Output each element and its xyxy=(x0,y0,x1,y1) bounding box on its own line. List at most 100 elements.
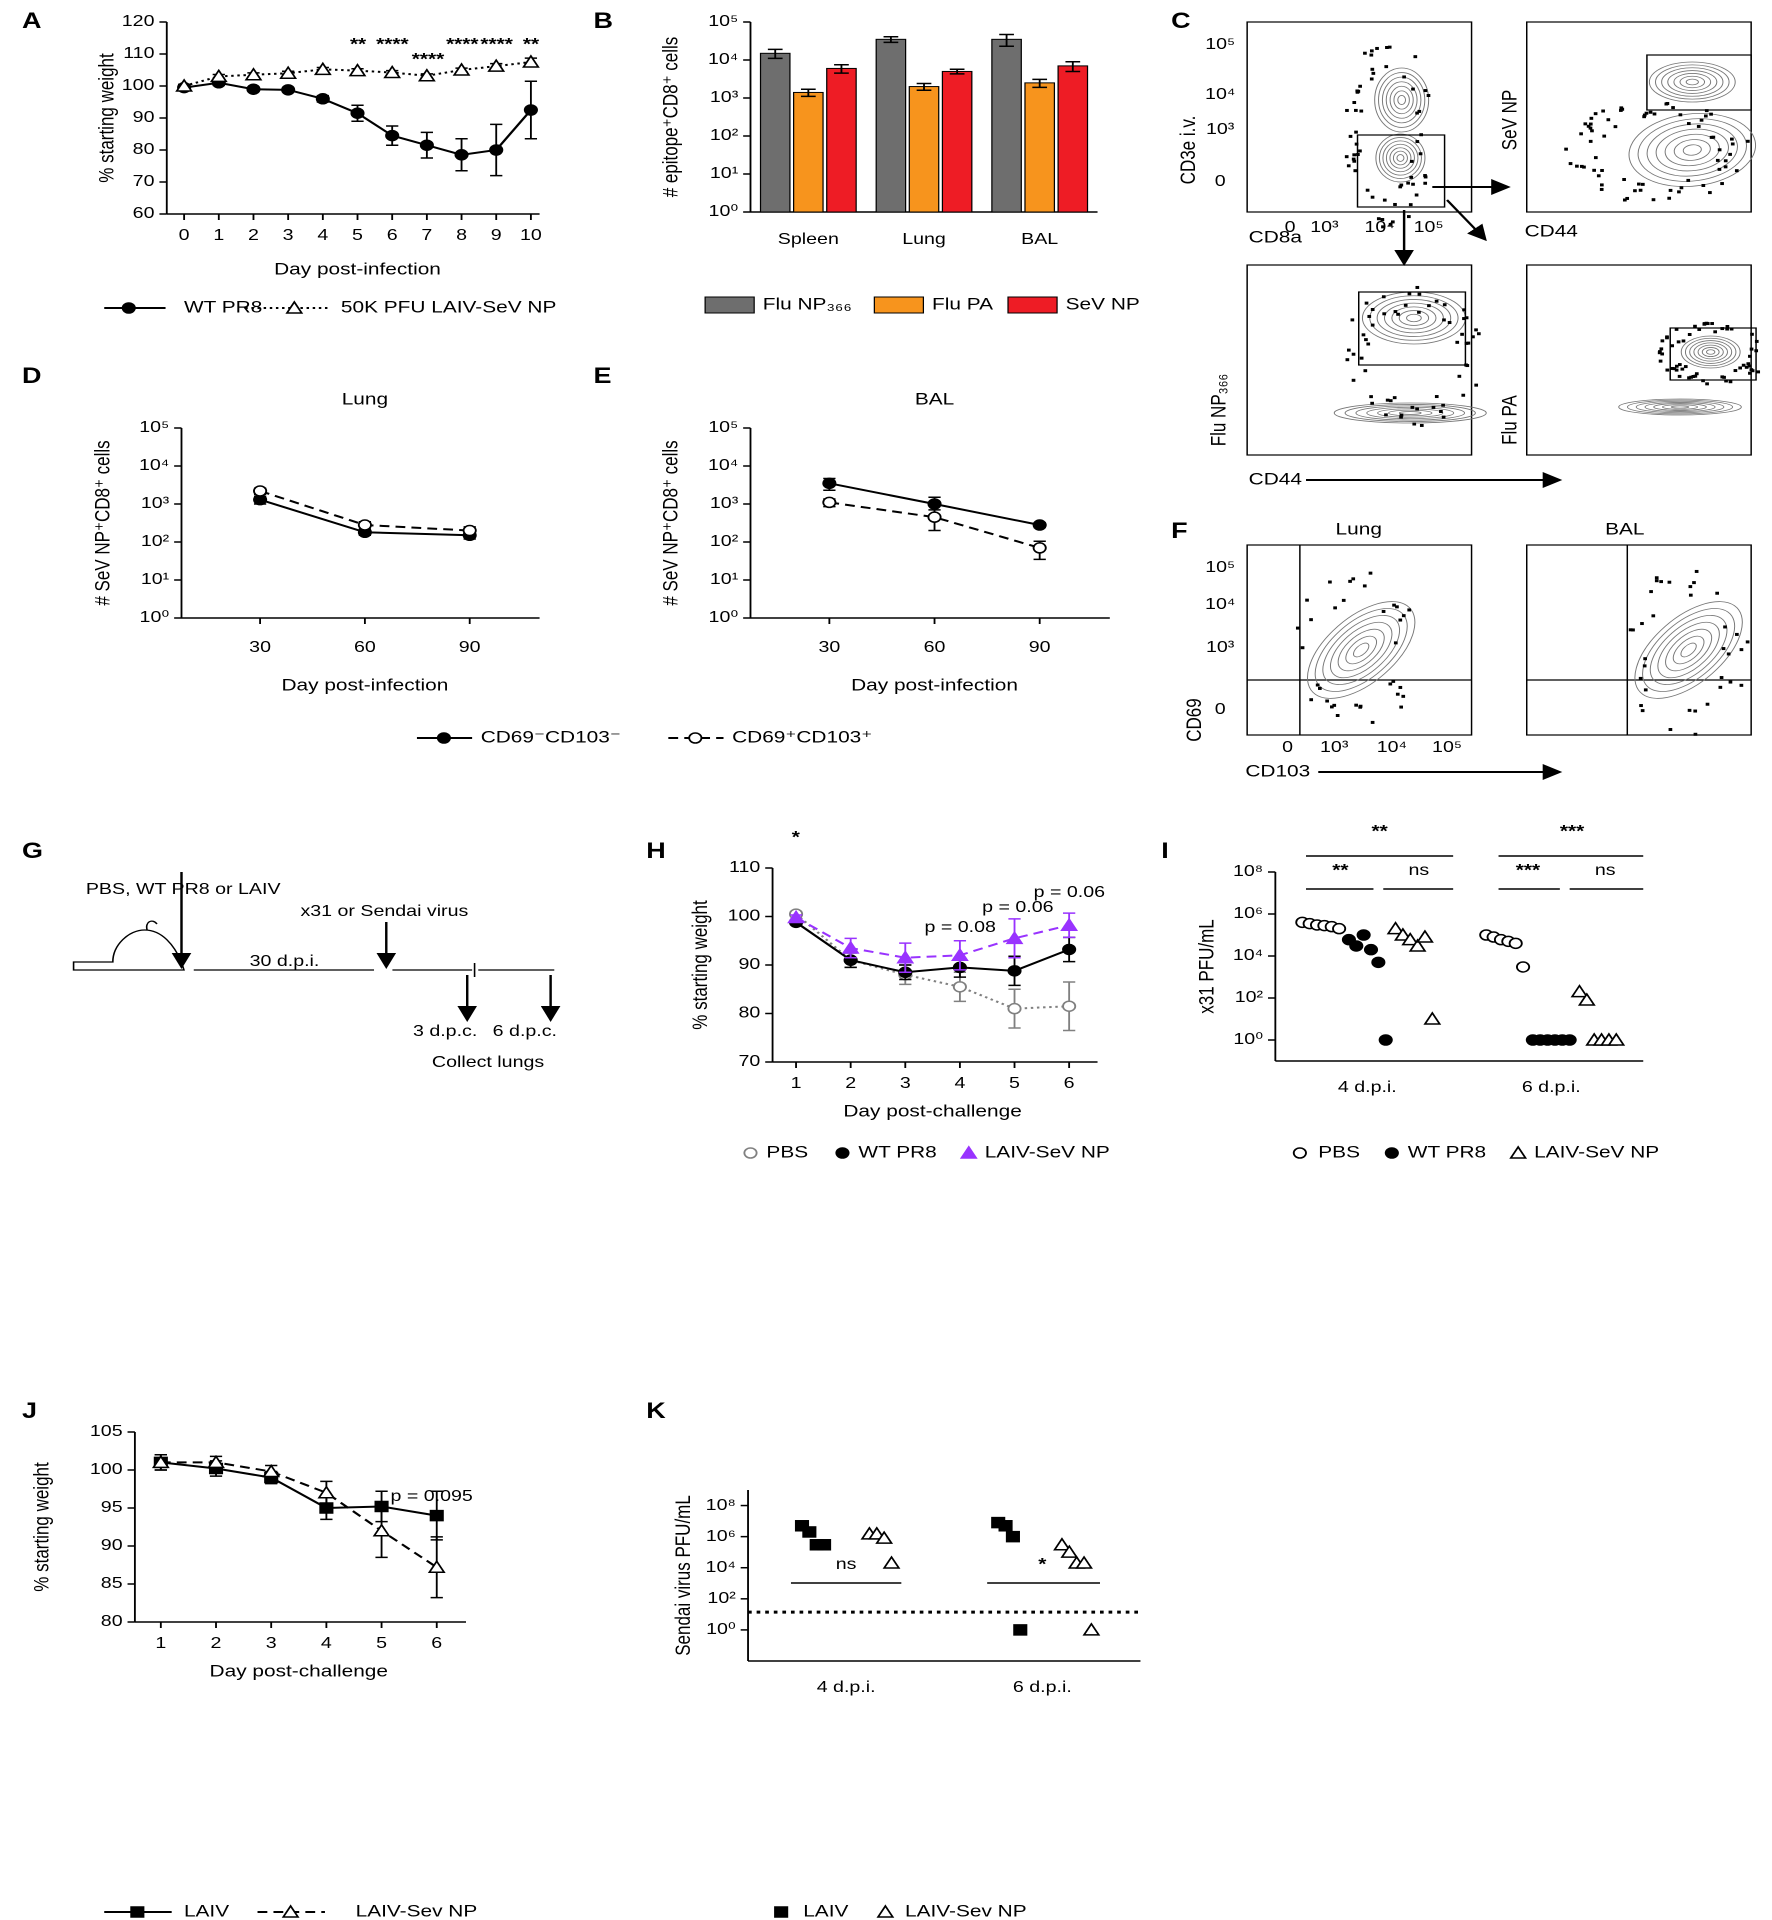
y-tick-label: 10¹ xyxy=(141,570,169,588)
event-dot xyxy=(1637,182,1641,186)
tick-label: 10⁴ xyxy=(1205,595,1235,613)
contour xyxy=(1385,81,1418,119)
tick-label: 10³ xyxy=(1320,738,1348,756)
event-dot xyxy=(1434,299,1439,303)
tick-label: 0 xyxy=(1285,218,1296,236)
contour xyxy=(1664,133,1720,167)
contour xyxy=(1322,615,1401,685)
event-dot xyxy=(1309,618,1313,622)
event-dot xyxy=(1686,122,1691,126)
x-tick-label: 4 xyxy=(954,1074,965,1092)
contour xyxy=(1388,409,1433,417)
event-dot xyxy=(1423,175,1428,179)
event-dot xyxy=(1638,188,1643,192)
event-dot xyxy=(1335,713,1340,717)
contour xyxy=(1673,73,1712,91)
event-dot xyxy=(1370,195,1375,199)
contour xyxy=(1377,408,1444,418)
event-dot xyxy=(1441,415,1446,419)
legend-swatch xyxy=(1007,296,1058,314)
point xyxy=(1062,1000,1077,1012)
contour xyxy=(1680,335,1741,369)
plot-frame xyxy=(1246,264,1473,456)
legend-marker xyxy=(688,732,703,744)
event-dot xyxy=(1642,664,1647,668)
event-dot xyxy=(1380,218,1385,222)
point xyxy=(787,909,805,924)
tick-label: 0 xyxy=(1215,172,1226,190)
event-dot xyxy=(1353,169,1358,173)
event-dot xyxy=(1715,158,1720,162)
point xyxy=(1032,542,1047,554)
point xyxy=(875,1530,894,1544)
event-dot xyxy=(1693,732,1698,736)
legend-label: CD69⁺CD103⁺ xyxy=(732,728,872,747)
event-dot xyxy=(1658,359,1663,363)
annotation: p = 0.095 xyxy=(390,1487,472,1505)
plot-title: BAL xyxy=(1605,520,1644,539)
event-dot xyxy=(1704,109,1709,113)
y-axis-title: % starting weight xyxy=(96,53,119,183)
gate xyxy=(1646,54,1752,111)
event-dot xyxy=(1687,332,1692,336)
y-tick-label: 10² xyxy=(141,532,169,550)
diagram-label: x31 or Sendai virus xyxy=(300,902,468,920)
event-dot xyxy=(1431,405,1436,409)
tick-label: 0 xyxy=(1215,700,1226,718)
plot-frame xyxy=(1526,21,1752,213)
event-dot xyxy=(1415,140,1420,144)
bar xyxy=(908,86,940,213)
x-tick-label: 6 xyxy=(1064,1074,1075,1092)
contour xyxy=(1628,113,1757,187)
event-dot xyxy=(1734,169,1739,173)
event-dot xyxy=(1393,641,1398,645)
gate xyxy=(1356,134,1446,208)
event-dot xyxy=(1677,363,1682,367)
contour xyxy=(1679,75,1706,89)
axis-title: CD44 xyxy=(1525,222,1579,241)
event-dot xyxy=(1403,303,1408,307)
y-tick-label: 10⁶ xyxy=(706,1527,736,1545)
event-dot xyxy=(1592,168,1596,172)
x-tick-label: 6 d.p.i. xyxy=(1013,1678,1072,1696)
event-dot xyxy=(1381,295,1386,299)
x-tick-label: 5 xyxy=(376,1634,387,1652)
contour xyxy=(1655,64,1730,100)
y-tick-label: 80 xyxy=(738,1003,760,1021)
y-axis-title: # epitope⁺CD8⁺ cells xyxy=(660,37,683,198)
contour xyxy=(1333,402,1487,424)
legend-label: LAIV xyxy=(184,1902,230,1920)
legend-label: WT PR8 xyxy=(184,298,262,317)
point xyxy=(313,61,332,76)
y-tick-label: 10⁰ xyxy=(140,608,170,626)
event-dot xyxy=(1460,332,1464,336)
event-dot xyxy=(1345,358,1350,362)
x-tick-label: 5 xyxy=(1009,1074,1020,1092)
event-dot xyxy=(1395,692,1400,696)
point xyxy=(1393,927,1412,941)
event-dot xyxy=(1654,579,1659,583)
y-tick-label: 10² xyxy=(1235,988,1263,1006)
point xyxy=(1349,940,1364,952)
event-dot xyxy=(1589,116,1594,120)
x-tick-label: 1 xyxy=(213,226,224,244)
plot-frame xyxy=(1526,264,1752,456)
y-tick-label: 10⁰ xyxy=(706,1620,736,1638)
legend-swatch xyxy=(704,296,755,314)
event-dot xyxy=(1659,580,1663,584)
event-dot xyxy=(1376,217,1381,221)
point xyxy=(1423,1011,1442,1025)
event-dot xyxy=(1745,640,1750,644)
contour xyxy=(1634,601,1743,699)
legend-marker xyxy=(285,300,304,314)
point xyxy=(385,129,400,142)
y-tick-label: 10² xyxy=(710,126,738,144)
legend-marker xyxy=(743,1147,758,1159)
event-dot xyxy=(1705,382,1709,386)
event-dot xyxy=(1369,395,1373,399)
contour xyxy=(1385,143,1415,173)
contour xyxy=(1366,406,1455,420)
event-dot xyxy=(1654,576,1659,580)
plot-title: Lung xyxy=(1336,520,1382,539)
event-dot xyxy=(1622,177,1626,181)
